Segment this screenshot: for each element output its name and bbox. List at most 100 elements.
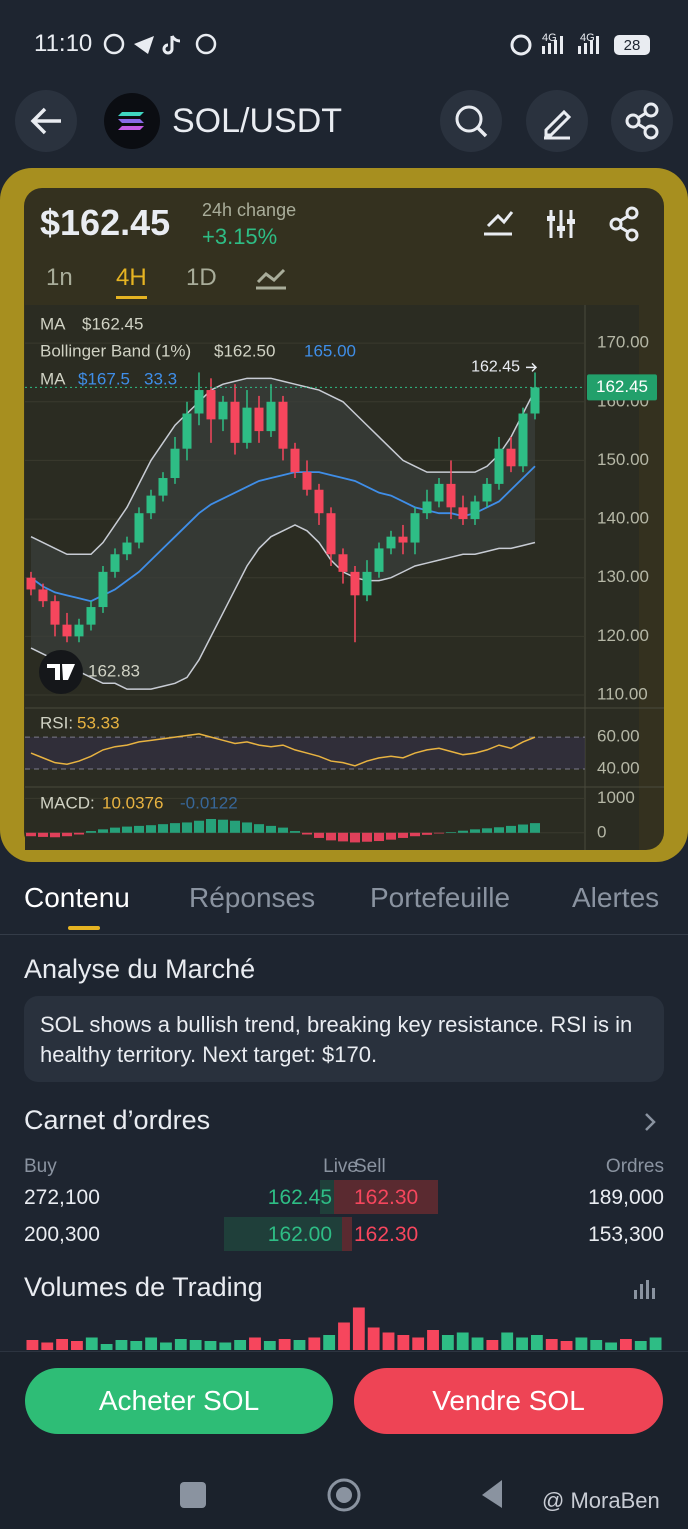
candle-body [314,489,324,514]
band-fill [31,378,535,690]
volume-bar [26,1340,39,1350]
candle-body [134,513,144,543]
volume-bar [174,1339,187,1350]
candle-body [398,536,408,543]
macd-bar [86,831,96,833]
candle-body [26,577,36,590]
pair-title: SOL/USDT [172,102,343,140]
macd-bar [386,832,396,840]
tab[interactable]: Alertes [572,882,660,913]
chart-type-button[interactable] [254,264,288,292]
tv-mark [47,664,75,680]
back-button[interactable] [15,90,77,152]
macd-bar [290,831,300,833]
macd-bar [122,826,132,833]
macd-bar [494,827,504,833]
volumes-icon[interactable] [632,1278,656,1300]
macd-bar [50,832,60,838]
nav-home[interactable] [327,1478,361,1512]
legend-text: $167.5 [78,369,130,388]
volume-bar [189,1340,202,1350]
timeframe-tab[interactable]: 1D [186,264,217,291]
volume-bar [352,1307,365,1350]
candle-body [362,571,372,596]
macd-bar [182,822,192,833]
candle-body [86,607,96,625]
candle-body [434,483,444,502]
tab[interactable]: Réponses [189,882,316,913]
candle-body [230,401,240,443]
candle-body [50,601,60,625]
cell: 200,300 [24,1223,100,1246]
volume-bar [530,1335,543,1350]
candle-body [290,448,300,473]
depth-bar [224,1217,342,1251]
macd-label: MACD: [40,793,95,812]
timeframe-tab[interactable]: 1n [46,264,73,291]
tab[interactable]: Portefeuille [370,882,511,913]
volume-bar [367,1327,380,1350]
macd-bar [362,832,372,842]
sell-button[interactable]: Vendre SOL [354,1368,663,1434]
col-header: Ordres [605,1156,664,1177]
macd-bar [326,832,336,841]
share-button[interactable] [611,90,673,152]
volume-bar [130,1341,143,1350]
orderbook-row: 200,300 162.00 162.30 153,300 [24,1217,664,1251]
macd-bar [410,832,420,837]
tv-value: 162.83 [88,661,140,680]
col-header: Buy [24,1156,57,1177]
candle-body [170,448,180,479]
y-tick-label: 130.00 [597,567,649,586]
macd-bar [518,824,528,833]
search-button[interactable] [440,90,502,152]
candle-body [62,624,72,637]
macd-bar [338,832,348,842]
chart-tools[interactable] [480,204,650,244]
timeframe-tab[interactable]: 4H [116,264,147,299]
tab[interactable]: Contenu [24,882,130,913]
change-value: +3.15% [202,224,278,249]
candle-body [242,407,252,443]
legend-text: MA [40,314,66,333]
candle-body [266,401,276,432]
cell: 162.30 [354,1186,419,1209]
volume-bar [545,1339,558,1350]
col-header: Sell [354,1156,386,1177]
nav-recent[interactable] [180,1482,206,1508]
macd-bar [242,822,252,833]
macd-bar [98,829,108,833]
candle-body [470,501,480,520]
rsi-label: RSI: [40,713,73,732]
volume-bar [382,1332,395,1350]
edit-button[interactable] [526,90,588,152]
note-arrow [526,362,538,372]
battery-level: 28 [624,37,641,54]
candle-body [206,390,216,420]
macd-bar [482,828,492,833]
macd-bar [266,825,276,833]
candle-body [518,413,528,467]
volume-bar [219,1342,232,1350]
volume-bar [71,1341,83,1350]
cell: 162.00 [267,1223,332,1246]
volume-bar [560,1341,573,1350]
timeframes: 1n 4H 1D [24,260,324,300]
candle-body [326,513,336,555]
macd-bar [146,825,156,833]
macd-bar [62,832,72,837]
tab-indicator [68,926,100,930]
candle-body [278,401,288,449]
orderbook-more[interactable] [640,1110,660,1134]
price: $162.45 [40,202,171,243]
rsi-value: 53.33 [77,713,120,732]
buy-button[interactable]: Acheter SOL [25,1368,333,1434]
last-price-label: 162.45 [596,377,648,396]
macd-bar [38,832,48,837]
cell: 162.45 [267,1186,332,1209]
volume-bar [397,1335,410,1350]
status-right: 4G 4G 28 [510,32,650,56]
nav-back[interactable] [482,1480,502,1508]
macd-tick-label: 0 [597,822,606,841]
